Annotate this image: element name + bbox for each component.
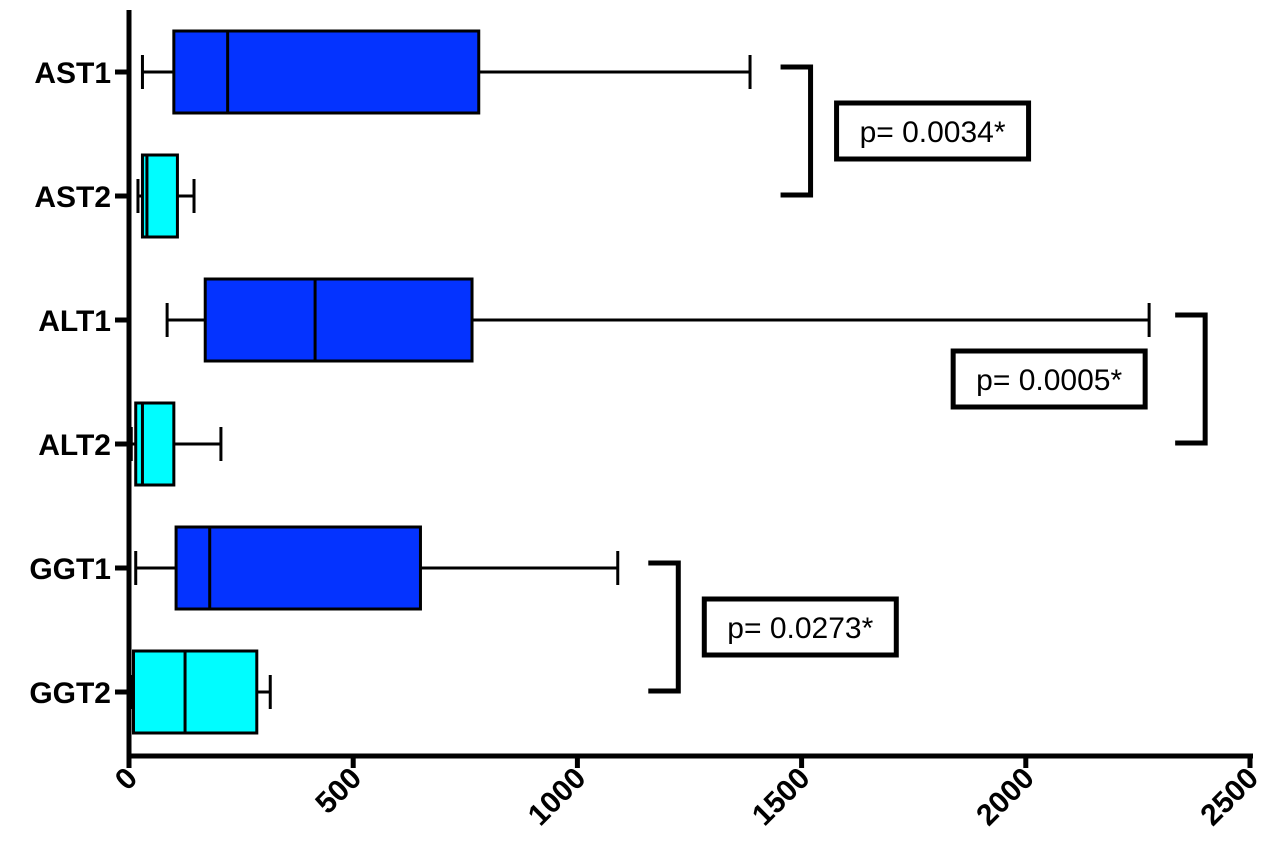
boxes bbox=[129, 29, 1151, 735]
bracket-line bbox=[648, 560, 681, 694]
p-value-label: p= 0.0005* bbox=[976, 364, 1122, 397]
bracket-ast1: p= 0.0034* bbox=[780, 64, 1032, 198]
x-tick-label: 1500 bbox=[746, 762, 817, 833]
x-tick-label: 1000 bbox=[522, 762, 593, 833]
category-label: AST1 bbox=[34, 57, 111, 90]
p-value-box bbox=[701, 596, 899, 658]
p-value-label: p= 0.0273* bbox=[727, 612, 873, 645]
p-value-box bbox=[950, 348, 1148, 410]
x-tick-label: 500 bbox=[309, 762, 368, 821]
box-iqr bbox=[131, 649, 259, 735]
box-iqr bbox=[203, 277, 474, 363]
bracket-ggt1: p= 0.0273* bbox=[648, 560, 899, 694]
box-ggt2 bbox=[129, 649, 272, 735]
x-tick-label: 0 bbox=[109, 762, 144, 797]
category-label: ALT2 bbox=[38, 429, 111, 462]
box-iqr bbox=[174, 525, 422, 611]
box-alt1 bbox=[165, 277, 1151, 363]
box-alt2 bbox=[129, 401, 223, 487]
category-label: ALT1 bbox=[38, 305, 111, 338]
bracket-line bbox=[780, 64, 814, 198]
x-tick-label: 2500 bbox=[1194, 762, 1265, 833]
significance-brackets: p= 0.0034* p= 0.0005* p= 0.0273* bbox=[648, 64, 1208, 694]
bracket-line bbox=[1175, 312, 1208, 446]
box-ast1 bbox=[140, 29, 752, 115]
category-label: GGT1 bbox=[29, 553, 111, 586]
category-label: AST2 bbox=[34, 181, 111, 214]
box-iqr bbox=[172, 29, 481, 115]
p-value-box bbox=[834, 100, 1032, 162]
category-label: GGT2 bbox=[29, 677, 111, 710]
x-tick-label: 2000 bbox=[970, 762, 1041, 833]
box-ggt1 bbox=[134, 525, 620, 611]
p-value-label: p= 0.0034* bbox=[860, 116, 1006, 149]
bracket-alt1: p= 0.0005* bbox=[950, 312, 1208, 446]
box-ast2 bbox=[136, 153, 196, 239]
